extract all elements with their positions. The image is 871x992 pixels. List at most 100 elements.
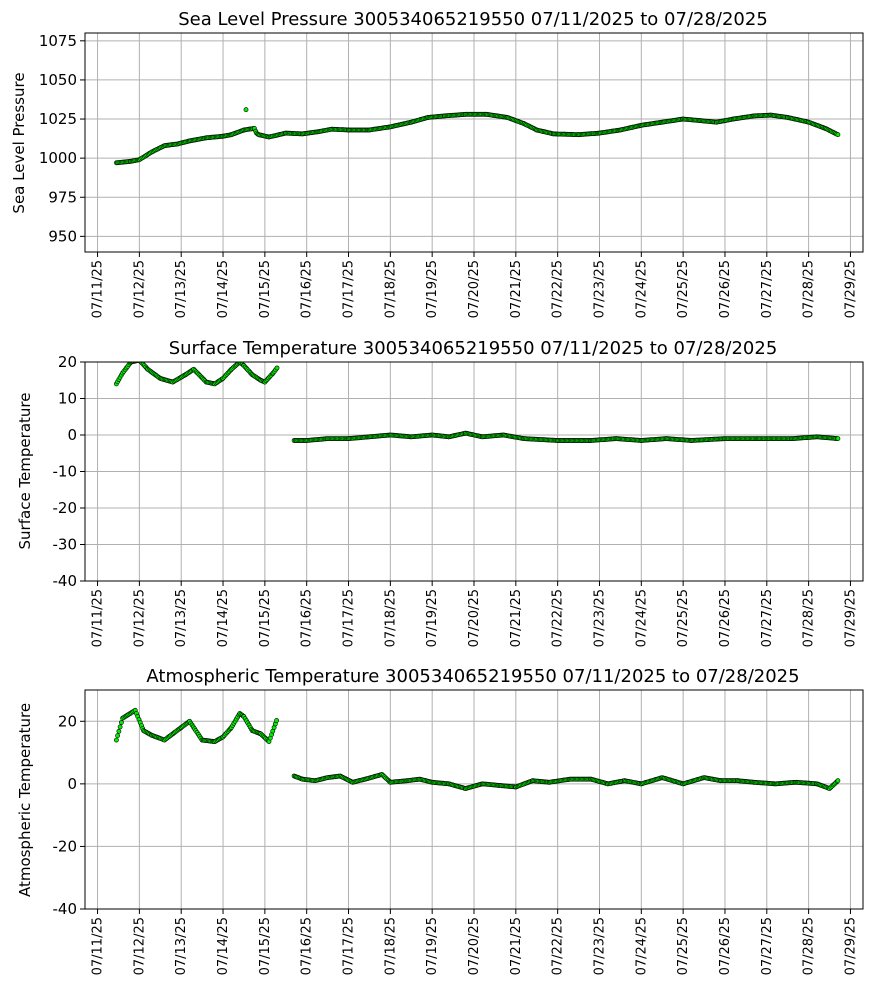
- x-tick-label: 07/24/25: [634, 260, 649, 318]
- x-tick-label: 07/19/25: [425, 589, 440, 647]
- x-tick-label: 07/14/25: [216, 589, 231, 647]
- data-point: [274, 718, 279, 723]
- chart-title: Surface Temperature 300534065219550 07/1…: [169, 338, 778, 359]
- x-tick-label: 07/23/25: [592, 260, 607, 318]
- y-axis-label: Surface Temperature: [16, 393, 34, 550]
- plot-frame: [84, 32, 864, 253]
- x-tick-label: 07/28/25: [802, 589, 817, 647]
- atmospheric-temperature-chart: Atmospheric Temperature 300534065219550 …: [16, 666, 864, 975]
- x-tick-label: 07/13/25: [174, 260, 189, 318]
- x-tick-label: 07/14/25: [216, 917, 231, 975]
- x-tick-label: 07/13/25: [174, 589, 189, 647]
- y-tick-label: -10: [53, 463, 78, 481]
- x-tick-label: 07/12/25: [132, 589, 147, 647]
- x-tick-label: 07/27/25: [760, 260, 775, 318]
- grid: [85, 690, 863, 910]
- x-tick-label: 07/17/25: [342, 260, 357, 318]
- y-tick-label: 1050: [39, 71, 77, 89]
- data-point: [117, 724, 123, 730]
- x-tick-label: 07/26/25: [718, 260, 733, 318]
- x-tick-label: 07/29/25: [843, 260, 858, 318]
- y-tick-label: 0: [67, 426, 77, 444]
- y-tick-label: -40: [53, 572, 78, 590]
- chart-title: Atmospheric Temperature 300534065219550 …: [146, 666, 799, 687]
- x-tick-label: 07/23/25: [592, 589, 607, 647]
- x-tick-label: 07/17/25: [342, 917, 357, 975]
- x-tick-label: 07/26/25: [718, 589, 733, 647]
- x-tick-label: 07/19/25: [425, 260, 440, 318]
- x-tick-label: 07/14/25: [216, 260, 231, 318]
- sea-level-pressure-chart: Sea Level Pressure 300534065219550 07/11…: [10, 9, 864, 318]
- x-tick-label: 07/17/25: [342, 589, 357, 647]
- data-point: [274, 365, 280, 371]
- x-tick-label: 07/26/25: [718, 917, 733, 975]
- x-tick-label: 07/18/25: [383, 917, 398, 975]
- grid: [85, 361, 863, 582]
- x-tick-label: 07/22/25: [551, 917, 566, 975]
- x-tick-label: 07/20/25: [467, 260, 482, 318]
- data-point: [115, 733, 120, 739]
- y-tick-label: 10: [58, 390, 77, 408]
- y-tick-label: 0: [67, 775, 77, 793]
- data-point: [835, 778, 841, 784]
- y-tick-label: -20: [53, 837, 78, 855]
- x-tick-label: 07/25/25: [676, 260, 691, 318]
- y-tick-label: 1025: [39, 110, 77, 128]
- data-points: [114, 707, 841, 791]
- x-tick-label: 07/15/25: [258, 917, 273, 975]
- x-tick-label: 07/20/25: [467, 589, 482, 647]
- y-tick-label: 20: [58, 712, 77, 730]
- y-tick-label: 1075: [39, 32, 77, 50]
- x-tick-label: 07/25/25: [676, 917, 691, 975]
- x-tick-label: 07/11/25: [91, 917, 106, 975]
- x-tick-label: 07/19/25: [425, 917, 440, 975]
- x-tick-label: 07/16/25: [300, 589, 315, 647]
- x-tick-label: 07/15/25: [258, 260, 273, 318]
- plot-frame: [84, 361, 864, 582]
- x-tick-label: 07/24/25: [634, 589, 649, 647]
- y-tick-label: 1000: [39, 149, 77, 167]
- y-tick-label: -40: [53, 900, 78, 918]
- x-tick-label: 07/16/25: [300, 260, 315, 318]
- x-tick-label: 07/18/25: [383, 589, 398, 647]
- x-tick-label: 07/18/25: [383, 260, 398, 318]
- x-tick-label: 07/13/25: [174, 917, 189, 975]
- x-tick-label: 07/28/25: [802, 260, 817, 318]
- data-point: [114, 737, 119, 743]
- data-point: [835, 436, 841, 441]
- x-tick-label: 07/23/25: [592, 917, 607, 975]
- data-points: [114, 362, 841, 443]
- x-tick-label: 07/28/25: [802, 917, 817, 975]
- x-tick-label: 07/21/25: [509, 260, 524, 318]
- data-point: [116, 728, 122, 734]
- y-tick-label: -20: [53, 499, 78, 517]
- chart-title: Sea Level Pressure 300534065219550 07/11…: [178, 9, 768, 30]
- y-axis-label: Atmospheric Temperature: [16, 703, 34, 897]
- data-point: [119, 720, 124, 725]
- y-axis-label: Sea Level Pressure: [10, 72, 28, 213]
- surface-temperature-chart: Surface Temperature 300534065219550 07/1…: [16, 338, 864, 647]
- x-tick-label: 07/21/25: [509, 589, 524, 647]
- x-tick-label: 07/25/25: [676, 589, 691, 647]
- x-tick-label: 07/22/25: [551, 260, 566, 318]
- x-tick-label: 07/20/25: [467, 917, 482, 975]
- x-tick-label: 07/27/25: [760, 589, 775, 647]
- x-tick-label: 07/11/25: [91, 589, 106, 647]
- x-tick-label: 07/24/25: [634, 917, 649, 975]
- x-tick-label: 07/12/25: [132, 260, 147, 318]
- data-point: [243, 107, 249, 113]
- y-tick-label: 950: [48, 227, 77, 245]
- y-tick-label: -30: [53, 536, 78, 554]
- x-tick-label: 07/21/25: [509, 917, 524, 975]
- x-tick-label: 07/12/25: [132, 917, 147, 975]
- grid: [85, 33, 863, 252]
- x-tick-label: 07/16/25: [300, 917, 315, 975]
- x-tick-label: 07/15/25: [258, 589, 273, 647]
- y-tick-label: 20: [58, 353, 77, 371]
- x-tick-label: 07/11/25: [91, 260, 106, 318]
- data-points: [114, 107, 841, 166]
- x-tick-label: 07/29/25: [843, 589, 858, 647]
- x-tick-label: 07/27/25: [760, 917, 775, 975]
- plot-frame: [84, 689, 864, 910]
